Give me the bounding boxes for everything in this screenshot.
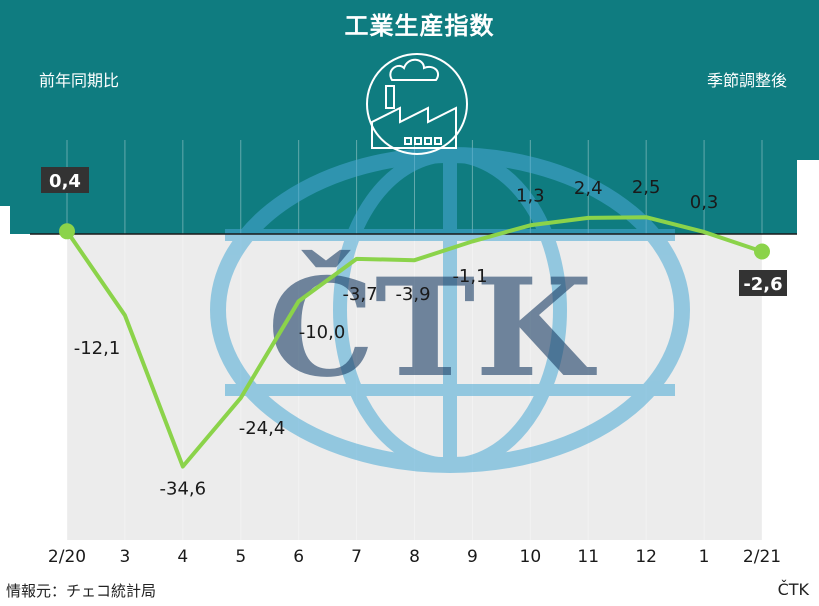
highlight-label-box xyxy=(739,270,787,296)
x-tick-label: 1 xyxy=(699,547,710,567)
data-label: -3,7 xyxy=(342,284,377,305)
left-subtitle-box: 前年同期比 xyxy=(33,62,320,109)
data-label: -12,1 xyxy=(74,338,121,359)
x-tick-label: 3 xyxy=(120,547,131,567)
watermark-text: ČTK xyxy=(267,248,597,407)
x-tick-label: 12 xyxy=(635,547,657,567)
data-label: -34,6 xyxy=(160,479,207,500)
data-label: -10,0 xyxy=(299,322,346,343)
data-label: -1,1 xyxy=(452,266,487,287)
data-label: 1,3 xyxy=(516,185,545,206)
data-label: 0,4 xyxy=(49,171,81,192)
source-note: 情報元：チェコ統計局 xyxy=(6,582,157,600)
watermark xyxy=(210,147,690,473)
series-line xyxy=(65,215,763,469)
x-tick-label: 2/21 xyxy=(743,547,781,567)
x-tick-label: 4 xyxy=(177,547,188,567)
factory-icon xyxy=(366,53,468,155)
x-tick-label: 6 xyxy=(293,547,304,567)
x-tick-label: 10 xyxy=(520,547,542,567)
x-tick-label: 11 xyxy=(577,547,599,567)
highlight-label-box xyxy=(41,167,89,193)
x-tick-label: 2/20 xyxy=(48,547,86,567)
x-tick-label: 5 xyxy=(235,547,246,567)
x-axis: 2/20 3 4 5 6 7 8 9 10 11 12 1 2/21 xyxy=(48,547,781,567)
data-label: -2,6 xyxy=(743,274,782,295)
series-line-group xyxy=(30,215,797,469)
x-tick-label: 8 xyxy=(409,547,420,567)
right-subtitle: 季節調整後 xyxy=(706,71,787,90)
data-labels: 0,4 -12,1 -34,6 -24,4 -10,0 -3,7 -3,9 -1,1 1,3 2,… xyxy=(41,167,787,500)
data-label: 0,3 xyxy=(690,192,719,213)
right-subtitle-box: 季節調整後 xyxy=(516,62,791,109)
credit-label: ČTK xyxy=(777,580,809,599)
data-point xyxy=(754,243,770,260)
chart-title: 工業生産指数 xyxy=(282,0,557,46)
x-tick-label: 9 xyxy=(467,547,478,567)
data-point xyxy=(59,223,75,240)
data-label: -3,9 xyxy=(395,284,430,305)
data-label: 2,4 xyxy=(574,178,603,199)
data-label: -24,4 xyxy=(239,418,286,439)
data-label: 2,5 xyxy=(632,177,661,198)
x-tick-label: 7 xyxy=(351,547,362,567)
left-subtitle: 前年同期比 xyxy=(39,71,120,90)
